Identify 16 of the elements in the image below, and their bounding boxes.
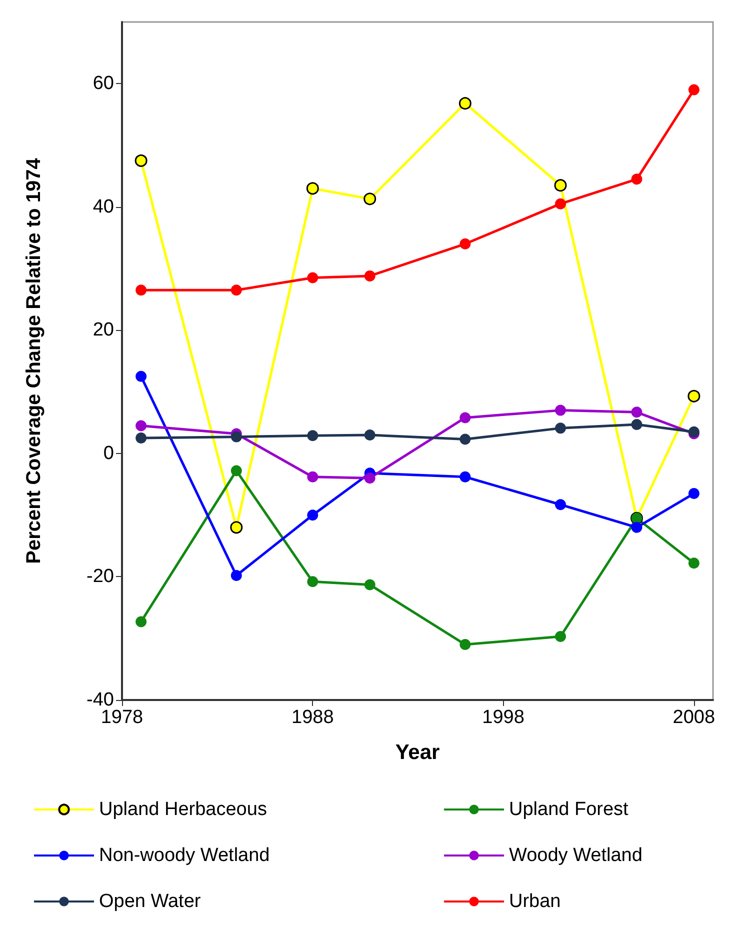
x-tick-label: 1998 — [482, 707, 524, 728]
y-tick-label: -20 — [86, 566, 114, 588]
y-tick-label: 0 — [103, 442, 114, 464]
legend-label: Non-woody Wetland — [99, 845, 270, 866]
legend-label: Urban — [509, 891, 561, 912]
legend-label: Woody Wetland — [509, 845, 642, 866]
y-tick-label: 60 — [92, 73, 114, 94]
y-tick-label: 20 — [92, 320, 114, 341]
y-axis-title: Percent Coverage Change Relative to 1974 — [23, 157, 45, 564]
x-tick-label: 2008 — [672, 707, 716, 728]
legend-label: Open Water — [99, 891, 202, 912]
legend-label: Upland Forest — [509, 799, 630, 820]
legend-label: Upland Herbaceous — [99, 799, 267, 820]
y-tick-label: 40 — [92, 196, 114, 218]
x-axis-title: Year — [395, 741, 440, 764]
x-tick-label: 1988 — [292, 707, 334, 728]
